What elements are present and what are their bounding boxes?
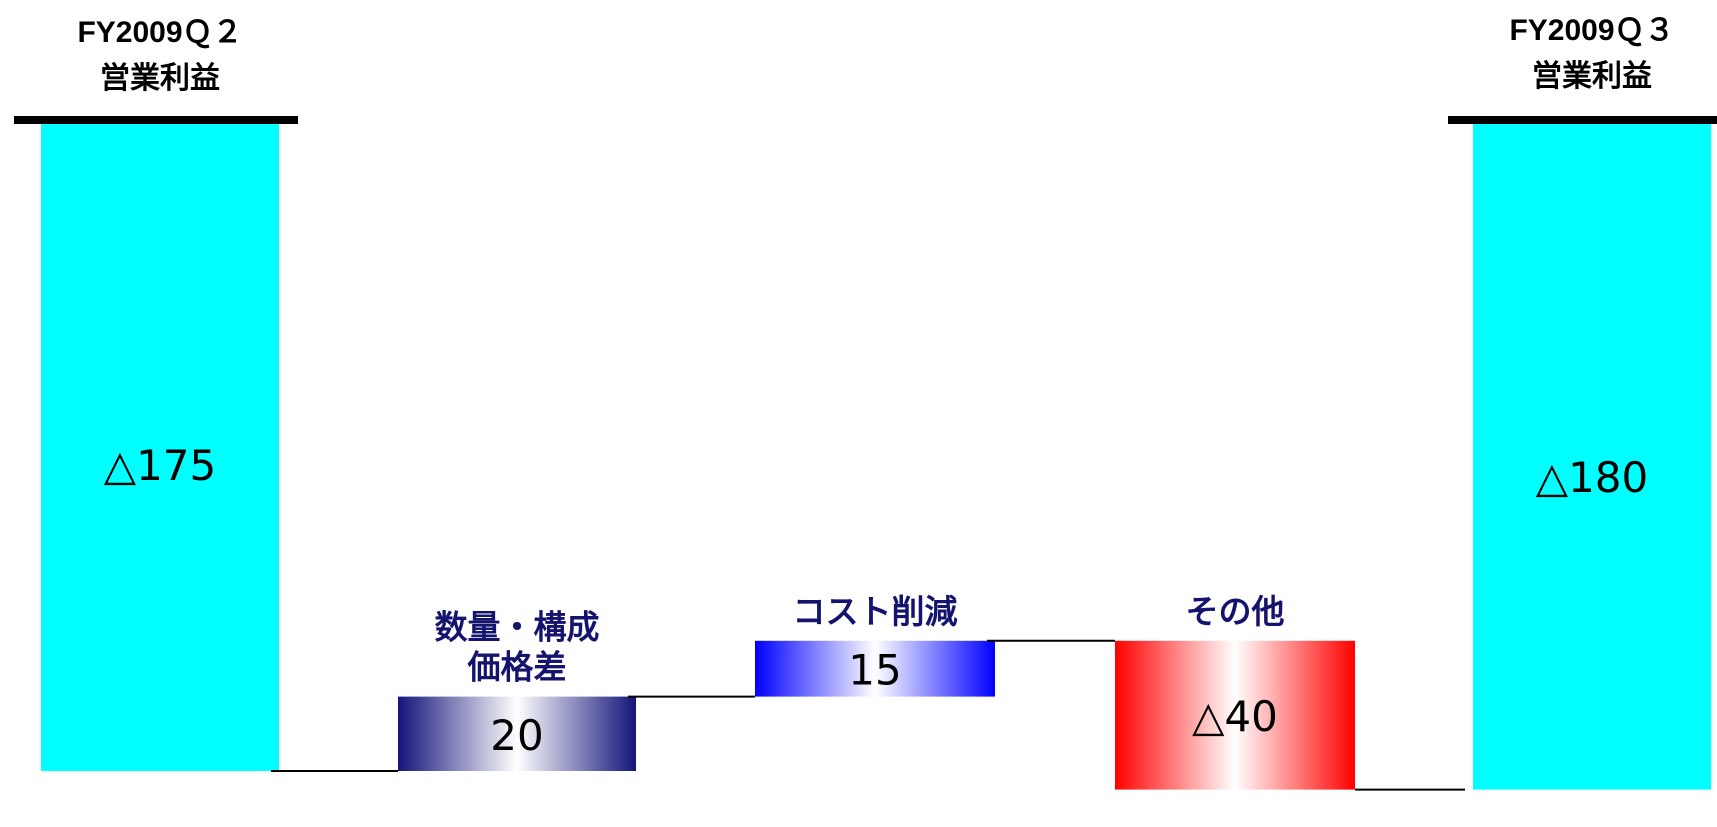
start-total-bar xyxy=(41,120,279,771)
step-bar-0 xyxy=(398,696,636,771)
start-value-label: △175 xyxy=(104,441,216,490)
end-value-label: △180 xyxy=(1536,453,1648,502)
step-value-label-2: △40 xyxy=(1192,692,1278,741)
start-label-line1: FY2009Ｑ２ xyxy=(77,16,242,49)
step-category-label-0-1: 価格差 xyxy=(467,648,567,687)
step-bar-2 xyxy=(1115,640,1355,790)
step-value-label-1: 15 xyxy=(848,646,901,695)
end-label-line1: FY2009Ｑ３ xyxy=(1509,14,1674,47)
step-category-label-1-0: コスト削減 xyxy=(793,592,958,631)
step-bar-1 xyxy=(755,640,995,697)
end-label-line2: 営業利益 xyxy=(1532,60,1652,93)
start-baseline-rule xyxy=(14,116,298,124)
step-category-label-2-0: その他 xyxy=(1186,592,1285,631)
step-value-label-0: 20 xyxy=(490,711,543,760)
step-category-label-0-0: 数量・構成 xyxy=(435,608,600,647)
end-baseline-rule xyxy=(1448,116,1717,124)
end-total-bar xyxy=(1473,120,1711,790)
start-label-line2: 営業利益 xyxy=(100,62,220,95)
